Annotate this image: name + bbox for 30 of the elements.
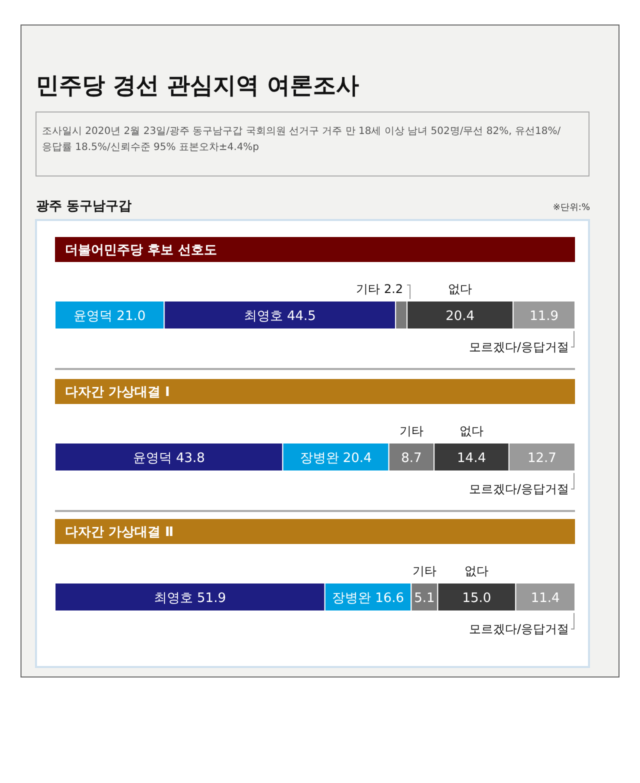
text: 최영호 44.5 xyxy=(244,309,316,324)
data-label: 20.4 xyxy=(446,309,475,324)
data-label: 14.4 xyxy=(457,451,486,466)
series-label: 없다 xyxy=(464,564,489,578)
legend-label: 모르겠다/응답거절 xyxy=(468,622,569,636)
data-label: 11.9 xyxy=(530,309,559,324)
text: 광주 동구남구갑 xyxy=(36,199,132,214)
chart-title: 더불어민주당 후보 선호도 xyxy=(65,243,218,258)
text: ※단위:% xyxy=(552,203,590,213)
chart-title: 다자간 가상대결 Ⅰ xyxy=(65,385,170,400)
series-label: 기타 xyxy=(399,424,424,438)
data-label: 8.7 xyxy=(401,451,422,466)
text: 윤영덕 21.0 xyxy=(74,309,146,324)
text: 장병완 16.6 xyxy=(332,591,404,606)
text: 민주당 경선 관심지역 여론조사 xyxy=(36,73,360,99)
data-label: 12.7 xyxy=(528,451,556,466)
text: 기타 2.2 xyxy=(356,282,404,296)
text: 장병완 20.4 xyxy=(300,451,372,466)
series-label: 없다 xyxy=(460,424,484,438)
legend-label: 모르겠다/응답거절 xyxy=(468,340,569,354)
data-label: 11.4 xyxy=(530,591,560,606)
text: 조사일시 2020년 2월 23일/광주 동구남구갑 국회의원 선거구 거주 만 18세 이상 남녀 502명/무선 82%, 유선18%/응답률 18.5%/신뢰수준 95% 표본오차±4.4%p xyxy=(42,126,562,153)
series-label: 기타 xyxy=(412,564,436,578)
legend-label: 모르겠다/응답거절 xyxy=(468,482,569,496)
text: 윤영덕 43.8 xyxy=(132,451,205,466)
series-label: 없다 xyxy=(448,282,472,296)
data-label: 5.1 xyxy=(414,591,435,606)
chart-title: 다자간 가상대결 Ⅱ xyxy=(65,525,174,540)
text: 최영호 51.9 xyxy=(154,591,226,606)
data-label: 15.0 xyxy=(462,591,492,606)
